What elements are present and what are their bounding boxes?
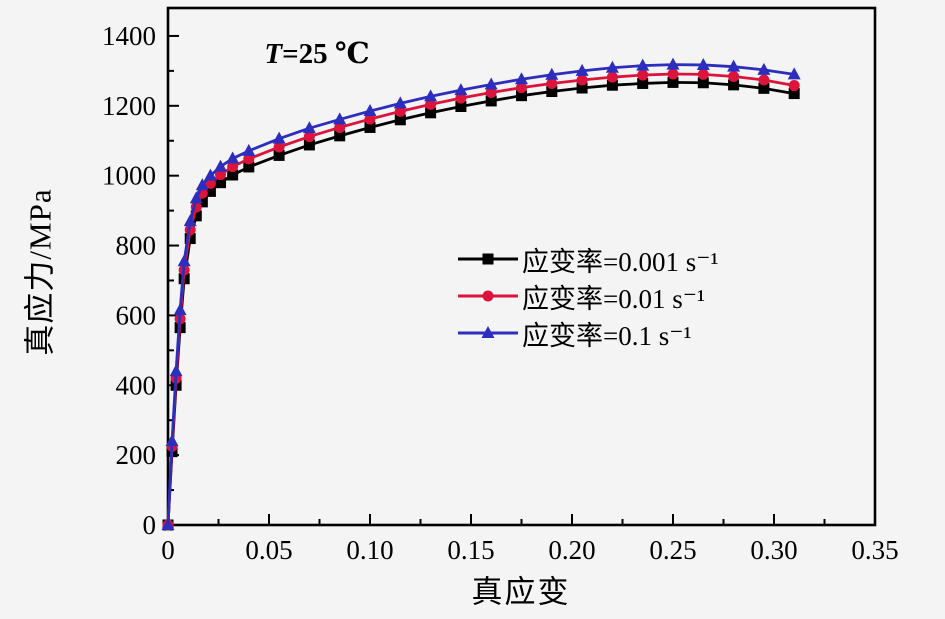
temperature-value: =25 ℃ — [282, 38, 370, 70]
legend-circle-marker-icon — [458, 290, 518, 302]
svg-text:200: 200 — [116, 440, 157, 470]
svg-text:0.35: 0.35 — [851, 535, 898, 565]
series-strain-rate-0.1 — [161, 57, 801, 530]
legend-item: 应变率=0.001 s⁻¹ — [456, 243, 719, 277]
series-strain-rate-0.01 — [162, 68, 800, 531]
svg-text:1400: 1400 — [102, 21, 156, 51]
y-axis-label: 真应力/MPa — [22, 188, 58, 356]
legend-triangle-marker-icon — [458, 326, 518, 338]
svg-text:1200: 1200 — [102, 91, 156, 121]
svg-text:800: 800 — [116, 231, 157, 261]
svg-text:0.30: 0.30 — [750, 535, 797, 565]
x-axis-label: 真应变 — [471, 574, 571, 610]
svg-text:0.15: 0.15 — [447, 535, 494, 565]
temperature-annotation: T=25 ℃ — [237, 36, 397, 71]
svg-text:0.25: 0.25 — [649, 535, 696, 565]
svg-text:1000: 1000 — [102, 161, 156, 191]
svg-text:0.20: 0.20 — [548, 535, 595, 565]
svg-text:400: 400 — [116, 370, 157, 400]
svg-text:600: 600 — [116, 300, 157, 330]
svg-text:0: 0 — [161, 535, 175, 565]
legend-item-label: 应变率=0.1 s⁻¹ — [522, 320, 692, 351]
legend-item-label: 应变率=0.01 s⁻¹ — [522, 283, 706, 314]
legend-item-label: 应变率=0.001 s⁻¹ — [522, 246, 719, 277]
legend: 应变率=0.001 s⁻¹ 应变率=0.01 s⁻¹ 应变率=0.1 s⁻¹ — [456, 243, 719, 351]
legend-item: 应变率=0.01 s⁻¹ — [456, 280, 719, 314]
legend-square-marker-icon — [458, 253, 518, 265]
svg-text:0.05: 0.05 — [245, 535, 292, 565]
svg-text:0: 0 — [143, 510, 157, 540]
svg-text:0.10: 0.10 — [346, 535, 393, 565]
legend-item: 应变率=0.1 s⁻¹ — [456, 317, 719, 351]
temperature-symbol: T — [264, 38, 283, 70]
